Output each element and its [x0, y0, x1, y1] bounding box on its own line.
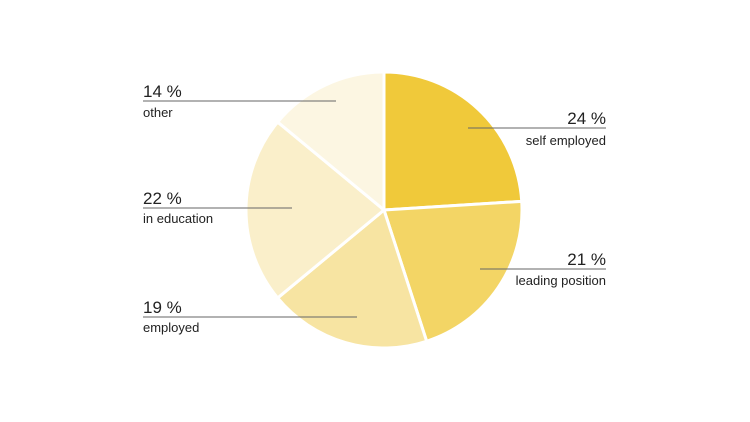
- slice-label-self-employed: self employed: [526, 133, 606, 148]
- pie-slice-in-education: [244, 120, 386, 300]
- slice-label-in-education: in education: [143, 211, 213, 226]
- slice-value-leading-position: 21 %: [567, 250, 606, 269]
- pie-slice-employed: [276, 208, 429, 350]
- pie-slice-other: [276, 70, 386, 212]
- slice-label-leading-position: leading position: [516, 273, 606, 288]
- pie-slice-self-employed: [382, 70, 524, 212]
- pie-labels: 24 % self employed 21 % leading position 19 …: [143, 82, 606, 335]
- slice-value-self-employed: 24 %: [567, 109, 606, 128]
- slice-value-in-education: 22 %: [143, 189, 182, 208]
- pie-slice-leading-position: [382, 199, 524, 343]
- pie-slices: [244, 70, 524, 350]
- slice-value-employed: 19 %: [143, 298, 182, 317]
- slice-value-other: 14 %: [143, 82, 182, 101]
- slice-label-other: other: [143, 105, 173, 120]
- slice-label-employed: employed: [143, 320, 199, 335]
